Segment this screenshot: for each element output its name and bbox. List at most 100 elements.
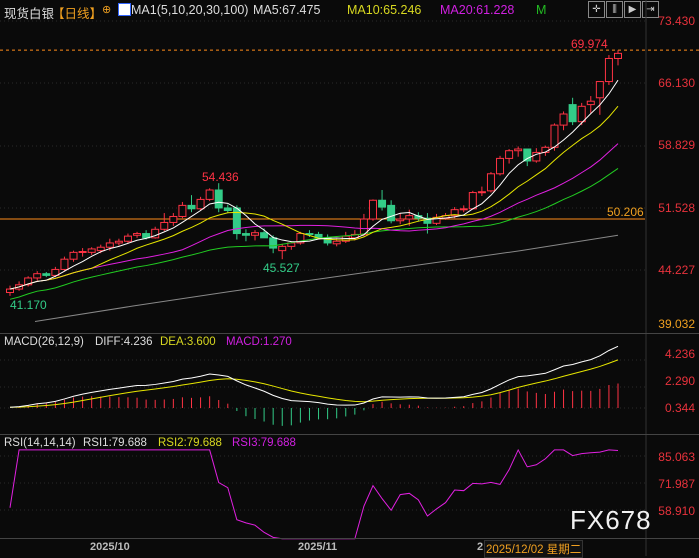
price-tick: 58.829: [658, 138, 695, 152]
time-tick-dec: 2: [477, 541, 484, 553]
ma5-line: [9, 79, 619, 290]
candle-up: [532, 151, 541, 162]
candle-up: [296, 233, 305, 244]
candle-up: [278, 245, 287, 252]
target-icon[interactable]: ⊕: [102, 4, 112, 16]
candle-down: [323, 237, 332, 244]
dea-line: [9, 359, 619, 408]
ma20-line: [9, 143, 619, 290]
price-tick: 39.032: [658, 317, 695, 331]
macd-tick: 4.236: [664, 347, 695, 361]
candle-up: [604, 57, 613, 83]
candle-up: [96, 246, 105, 252]
rsi-tick: 58.910: [658, 504, 695, 518]
candle-up: [595, 81, 604, 99]
candle-up: [496, 157, 505, 175]
macd-value: MACD:1.270: [226, 336, 292, 348]
play-icon[interactable]: ▶: [624, 1, 641, 18]
price-tick: 44.227: [658, 263, 695, 277]
macd-diff: DIFF:4.236: [95, 336, 153, 348]
candle-up: [251, 232, 260, 236]
price-tick: 66.130: [658, 76, 695, 90]
candle-down: [241, 233, 250, 236]
candle-up: [586, 100, 595, 106]
candle-down: [423, 217, 432, 224]
ma30-line: [9, 167, 619, 300]
candle-down: [223, 207, 232, 212]
candle-up: [196, 198, 205, 210]
candle-up: [468, 192, 477, 210]
candle-up: [459, 208, 468, 211]
macd-dea: DEA:3.600: [160, 336, 216, 348]
candle-down: [568, 104, 577, 123]
candle-up: [78, 250, 87, 253]
candle-down: [260, 232, 269, 239]
macd-tick: 2.290: [664, 374, 695, 388]
candle-down: [269, 237, 278, 249]
macd-tick: 0.344: [664, 401, 695, 415]
candle-up: [550, 124, 559, 148]
candle-up: [60, 258, 69, 270]
candle-up: [514, 148, 523, 152]
candle-down: [214, 189, 223, 209]
candle-up: [332, 240, 341, 245]
candle-up: [169, 215, 178, 223]
time-tick-oct: 2025/10: [90, 541, 130, 553]
candle-down: [42, 273, 51, 276]
crosshair-icon[interactable]: ✛: [588, 1, 605, 18]
price-tick: 51.528: [658, 201, 695, 215]
peak-label: 54.436: [202, 170, 239, 184]
candle-up: [405, 215, 414, 220]
price-tick: 73.430: [658, 14, 695, 28]
candle-up: [24, 277, 33, 286]
candle-up: [51, 268, 60, 276]
time-tick-nov: 2025/11: [298, 541, 338, 553]
bar-settings-icon[interactable]: ⫼: [606, 1, 623, 18]
watermark: FX678: [570, 505, 652, 535]
period-selector[interactable]: 【日线】: [52, 7, 103, 21]
ma20-value: MA20:61.228: [440, 3, 515, 17]
candle-up: [559, 113, 568, 126]
candle-up: [396, 218, 405, 222]
ma-more: M: [536, 3, 547, 17]
candle-down: [523, 148, 532, 162]
ma5-value: MA5:67.475: [253, 3, 321, 17]
candle-down: [387, 204, 396, 222]
candle-up: [614, 52, 622, 59]
candle-up: [178, 204, 187, 217]
candle-up: [87, 248, 96, 253]
candle-up: [486, 173, 495, 192]
ma100-line: [34, 234, 619, 323]
ma-indicator-label[interactable]: MA1(5,10,20,30,100): [131, 3, 249, 17]
ma10-value: MA10:65.246: [347, 3, 422, 17]
candle-up: [69, 251, 78, 260]
high-label: 69.974: [571, 37, 608, 51]
level-label: 50.206: [607, 205, 644, 219]
candle-up: [6, 288, 14, 293]
candle-up: [505, 150, 514, 159]
rsi1-value: RSI1:79.688: [83, 437, 147, 449]
candle-down: [187, 204, 196, 210]
candle-up: [577, 105, 586, 123]
rsi-label: RSI(14,14,14): [4, 437, 76, 449]
candle-up: [105, 242, 114, 248]
candle-up: [133, 233, 142, 236]
macd-label: MACD(26,12,9): [4, 336, 84, 348]
rsi-tick: 85.063: [658, 450, 695, 464]
chart-icon[interactable]: [118, 3, 131, 16]
diff-line: [9, 345, 619, 408]
rsi2-value: RSI2:79.688: [158, 437, 222, 449]
rsi3-value: RSI3:79.688: [232, 437, 296, 449]
exit-icon[interactable]: ⇥: [642, 1, 659, 18]
candle-up: [368, 199, 377, 220]
low-label: 41.170: [10, 298, 47, 312]
candle-up: [450, 209, 459, 217]
candle-up: [205, 189, 214, 200]
candle-up: [151, 228, 160, 239]
instrument-name: 现货白银: [4, 7, 55, 21]
ma10-line: [9, 105, 619, 290]
candle-up: [33, 273, 42, 279]
candle-up: [114, 240, 123, 244]
candle-down: [378, 199, 387, 208]
